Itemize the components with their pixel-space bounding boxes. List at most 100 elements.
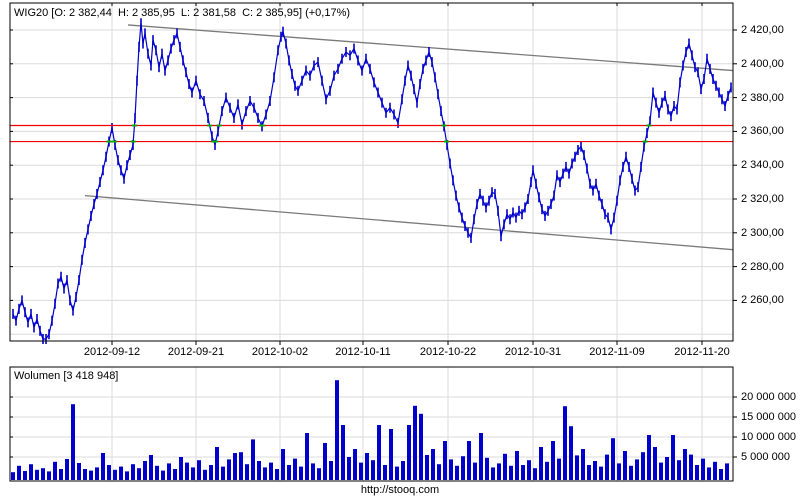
volume-bar [551,441,555,480]
volume-bar [113,469,117,480]
price-axis-label: 2 400,00 [741,57,784,70]
volume-bar [533,468,537,480]
level-cross-mark [642,140,648,143]
date-axis-label: 2012-11-20 [674,346,730,358]
volume-bar [563,406,567,480]
level-cross-mark [207,124,213,127]
volume-axis-label: 20 000 000 [741,391,797,403]
volume-bar [269,462,273,480]
date-axis-label: 2012-11-09 [589,346,645,358]
volume-bar [137,468,141,480]
level-cross-mark [443,140,449,143]
volume-bar [383,465,387,480]
price-axis-label: 2 360,00 [741,125,784,138]
volume-bar [617,463,621,480]
footer-url: http://stooq.com [360,484,440,496]
volume-bar [407,425,411,480]
volume-bar [359,462,363,480]
volume-axis-label: 10 000 000 [741,431,797,443]
volume-bar [47,471,51,480]
volume-bar [707,467,711,480]
volume-bar [623,451,627,480]
volume-bar [503,453,507,480]
volume-bar [659,462,663,480]
volume-bar [665,457,669,480]
volume-bar [683,449,687,480]
volume-bar [293,458,297,480]
volume-bar [17,465,21,480]
volume-panel-frame [9,366,734,482]
volume-bar [305,433,309,480]
volume-bar [281,449,285,480]
volume-bar [605,454,609,480]
price-axis-label: 2 340,00 [741,159,784,172]
price-panel-title: WIG20 [O: 2 382,44 H: 2 385,95 L: 2 381,… [14,7,351,19]
volume-bar [677,460,681,480]
volume-bar [413,405,417,480]
volume-bar [233,453,237,480]
volume-bar [455,465,459,480]
volume-bar [311,463,315,480]
volume-bar [65,459,69,480]
volume-bar [365,453,369,480]
level-cross-mark [130,140,136,143]
volume-bar [389,429,393,480]
volume-bar [689,454,693,480]
volume-bar [671,435,675,480]
volume-bar [107,465,111,480]
upper-trendline [127,24,734,72]
volume-bar [347,457,351,480]
volume-bar [713,461,717,480]
price-axis-label: 2 280,00 [741,260,784,273]
volume-bar [167,463,171,480]
volume-bar [371,460,375,480]
volume-bar [71,404,75,480]
volume-bar [251,439,255,480]
volume-bar [101,453,105,480]
level-cross-mark [259,124,265,127]
volume-bar [29,464,33,480]
volume-bar [143,461,147,480]
volume-bar [275,469,279,480]
volume-axis-label: 15 000 000 [741,411,797,423]
volume-bar [473,462,477,480]
volume-bar [401,461,405,480]
volume-bar [425,455,429,480]
volume-bar [527,460,531,480]
volume-bar [515,451,519,480]
volume-bar [545,461,549,480]
volume-bar [179,457,183,480]
volume-bar [287,465,291,480]
volume-bar [59,469,63,480]
volume-bar [479,433,483,480]
volume-bar [395,466,399,480]
lower-trendline [84,194,734,251]
volume-bar [215,447,219,480]
volume-bar [11,472,15,480]
volume-bar [95,467,99,480]
volume-bar [131,464,135,480]
volume-bar [449,459,453,480]
volume-bar [227,459,231,480]
volume-bar [185,462,189,480]
volume-bar [695,465,699,480]
volume-bar [653,447,657,480]
volume-bar [89,470,93,480]
volume-bar [77,463,81,480]
volume-bar [581,449,585,480]
volume-bar [431,449,435,480]
level-cross-mark [646,124,652,127]
volume-bar [443,441,447,480]
price-polyline [12,23,732,340]
volume-bar [155,465,159,480]
volume-bar [191,467,195,480]
volume-bar [635,459,639,480]
price-axis-label: 2 320,00 [741,193,784,205]
volume-bar [263,467,267,480]
level-cross-mark [131,124,137,127]
date-axis-label: 2012-09-21 [167,346,225,358]
volume-bar [23,471,27,480]
volume-bar [125,471,129,480]
